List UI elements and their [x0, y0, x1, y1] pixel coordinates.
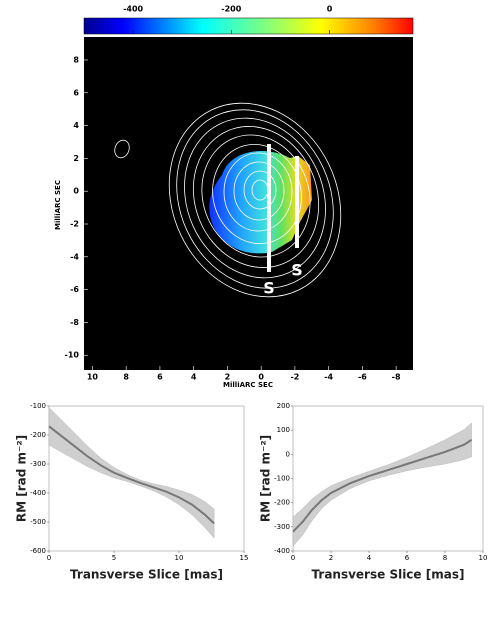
y-tick-label: -400	[274, 547, 290, 555]
y-tick-label: -500	[30, 518, 46, 526]
x-tick-label: 5	[112, 554, 116, 562]
y-tick-label: -200	[30, 431, 46, 439]
colorbar-tick-label: 0	[327, 5, 333, 14]
slice-line	[295, 156, 299, 248]
colorbar	[83, 17, 414, 35]
y-tick-label: -300	[274, 523, 290, 531]
annotation: S	[263, 279, 275, 298]
y-tick-label: -300	[30, 460, 46, 468]
y-axis-title: MilliARC SEC	[54, 180, 62, 230]
x-tick-label: 0	[291, 554, 295, 562]
y-tick-label: 100	[277, 426, 290, 434]
x-axis-title: Transverse Slice [mas]	[312, 568, 465, 582]
y-tick-label: -600	[30, 547, 46, 555]
x-axis-title: Transverse Slice [mas]	[70, 568, 223, 582]
x-tick-label: 8	[443, 554, 447, 562]
y-tick-label: -200	[274, 499, 290, 507]
y-axis-title: RM [rad m⁻²]	[259, 435, 273, 522]
x-tick-label: 10	[479, 554, 488, 562]
y-tick-label: -100	[274, 475, 290, 483]
x-tick-label: 6	[157, 373, 163, 382]
x-tick-label: 4	[191, 373, 197, 382]
line	[292, 438, 473, 533]
line	[48, 425, 215, 525]
y-tick-label: -2	[70, 220, 79, 229]
x-tick-label: 4	[367, 554, 372, 562]
error-band	[292, 422, 472, 547]
x-tick-label: 0	[258, 373, 264, 382]
y-tick-label: 200	[277, 402, 290, 410]
y-tick-label: -10	[65, 351, 80, 360]
error-band	[48, 406, 215, 539]
y-tick-label: 4	[73, 121, 79, 130]
y-tick-label: 2	[73, 154, 79, 163]
colorbar-tick-label: -200	[221, 5, 241, 14]
y-tick-label: -4	[70, 252, 79, 261]
rm-region	[209, 151, 312, 254]
x-tick-label: 10	[175, 554, 184, 562]
x-tick-label: 15	[240, 554, 249, 562]
x-tick-label: 2	[225, 373, 231, 382]
x-tick-label: 8	[123, 373, 129, 382]
plot-frame	[48, 405, 245, 552]
y-tick-label: 0	[286, 450, 290, 458]
x-tick-label: 10	[87, 373, 99, 382]
y-tick-label: -100	[30, 402, 46, 410]
x-tick-label: 2	[329, 554, 333, 562]
y-tick-label: -400	[30, 489, 46, 497]
x-tick-label: -6	[358, 373, 367, 382]
plot-frame	[292, 405, 484, 552]
x-tick-label: 6	[405, 554, 410, 562]
slice-line	[267, 144, 271, 272]
annotation: S	[291, 261, 303, 280]
y-axis-title: RM [rad m⁻²]	[15, 435, 29, 522]
y-tick-label: -6	[70, 285, 79, 294]
x-tick-label: -4	[324, 373, 333, 382]
y-tick-label: 6	[73, 88, 79, 97]
x-tick-label: -2	[290, 373, 299, 382]
y-tick-label: 0	[73, 187, 79, 196]
contours	[114, 102, 342, 298]
y-tick-label: -8	[70, 318, 79, 327]
x-tick-label: -8	[392, 373, 401, 382]
x-axis-title: MilliARC SEC	[223, 381, 273, 389]
colorbar-tick-label: -400	[123, 5, 143, 14]
x-tick-label: 0	[47, 554, 51, 562]
y-tick-label: 8	[73, 55, 79, 64]
